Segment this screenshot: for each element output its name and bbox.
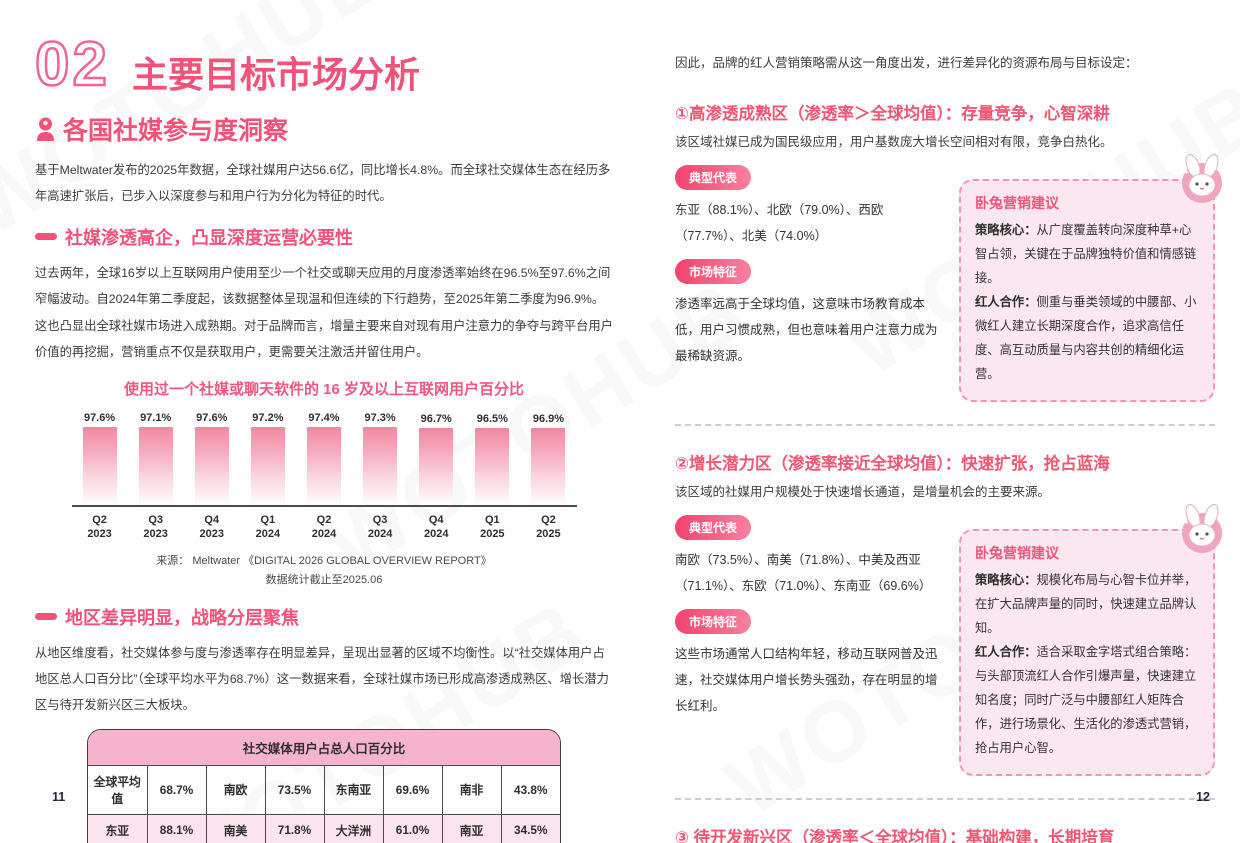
table-cell: 全球平均值	[88, 764, 148, 815]
bar-chart-bars: 97.6% 97.1% 97.6% 97.2% 97.4% 97.3% 96.7% 96.5%…	[71, 409, 577, 507]
section-mature-zone: ①高渗透成熟区（渗透率＞全球均值）：存量竞争，心智深耕 该区域社媒已成为国民级应…	[675, 100, 1222, 402]
chart-source: 来源： Meltwater 《DIGITAL 2026 GLOBAL OVERV…	[156, 555, 492, 586]
dash-bullet-icon	[35, 613, 57, 621]
section-emerging-zone: ③ 待开发新兴区（渗透率＜全球均值）：基础构建，长期培育 该区域社媒渗透率仍有较…	[675, 824, 1215, 843]
section-header: 各国社媒参与度洞察	[35, 111, 613, 147]
rabbit-bust-icon	[37, 117, 54, 141]
intro-paragraph: 基于Meltwater发布的2025年数据，全球社媒用户达56.6亿，同比增长4…	[35, 162, 611, 204]
table-title: 社交媒体用户占总人口百分比	[88, 729, 560, 766]
page-number-left: 11	[52, 790, 66, 804]
section-growth-zone: ②增长潜力区（渗透率接近全球均值）：快速扩张，抢占蓝海 该区域的社媒用户规模处于…	[675, 450, 1222, 776]
table-cell: 南亚	[441, 813, 502, 843]
x-tick-label: Q1 2024	[255, 513, 281, 541]
x-tick-label: Q2 2023	[87, 513, 112, 541]
table-cell: 东亚	[88, 813, 148, 843]
x-tick-label: Q3 2024	[367, 513, 393, 541]
section-2-heading: ②增长潜力区（渗透率接近全球均值）：快速扩张，抢占蓝海	[675, 454, 1110, 473]
svg-text:✦: ✦	[1183, 518, 1190, 527]
badge-typical-representatives: 典型代表	[675, 165, 752, 190]
section-3-heading: ③ 待开发新兴区（渗透率＜全球均值）：基础构建，长期培育	[675, 828, 1115, 843]
page-right: 因此，品牌的红人营销策略需从这一角度出发，进行差异化的资源布局与目标设定： ①高…	[675, 52, 1222, 843]
region-table: 社交媒体用户占总人口百分比 全球平均值 68.7% 南欧 73.5% 东南亚 69.6% 南…	[87, 728, 561, 843]
chapter-header: 02 主要目标市场分析	[34, 30, 613, 99]
x-tick-label: Q1 2025	[480, 513, 505, 541]
bar: 97.6%	[72, 412, 128, 505]
page-left: 02 主要目标市场分析 各国社媒参与度洞察 基于Meltwater发布的2025…	[34, 30, 613, 843]
subsection-1-body: 过去两年，全球16岁以上互联网用户使用至少一个社交或聊天应用的月度渗透率始终在9…	[35, 265, 613, 360]
table-row: 东亚 88.1% 南美 71.8% 大洋洲 61.0% 南亚 34.5%	[88, 813, 560, 843]
section-2-features: 这些市场通常人口结构年轻，移动互联网普及迅速，社交媒体用户增长势头强劲，存在明显…	[675, 647, 938, 713]
advice-title: 卧兔营销建议	[975, 195, 1059, 211]
chapter-title: 主要目标市场分析	[131, 54, 420, 96]
x-tick-label: Q2 2024	[311, 513, 337, 541]
x-tick-label: Q2 2025	[536, 513, 561, 541]
x-tick-label: Q3 2023	[143, 513, 168, 541]
table-cell: 大洋洲	[323, 813, 384, 843]
subsection-2-heading: 地区差异明显，战略分层聚焦	[35, 604, 613, 630]
subsection-2-body: 从地区维度看，社交媒体参与度与渗透率存在明显差异，呈现出显著的区域不均衡性。以“…	[35, 645, 609, 713]
bar-chart-xlabels: Q2 2023 Q3 2023 Q4 2023 Q1 2024 Q2 2024 Q3 2024 Q4 20…	[72, 513, 577, 543]
section-2-representatives: 南欧（73.5%）、南美（71.8%）、中美及西亚（71.1%）、东欧（71.0…	[675, 553, 932, 593]
bar: 97.6%	[184, 412, 240, 505]
table-cell: 43.8%	[500, 764, 560, 815]
svg-text:✦: ✦	[1183, 168, 1190, 177]
section-1-features: 渗透率远高于全球均值，这意味市场教育成本低，用户习惯成熟，但也意味着用户注意力成…	[675, 297, 938, 363]
table-cell: 34.5%	[500, 813, 560, 843]
x-tick-label: Q4 2023	[199, 513, 225, 541]
table-cell: 南欧	[205, 764, 266, 815]
section-2-desc: 该区域的社媒用户规模处于快速增长通道，是增量机会的主要来源。	[675, 484, 1051, 499]
dash-bullet-icon	[35, 233, 57, 241]
subsection-1-heading: 社媒渗透高企，凸显深度运营必要性	[35, 224, 613, 250]
advice-box-1: 卧兔营销建议 策略核心：从广度覆盖转向深度种草+心智占领，关键在于品牌独特价值和…	[959, 179, 1215, 402]
section-1-desc: 该区域社媒已成为国民级应用，用户基数庞大增长空间相对有限，竞争白热化。	[675, 134, 1113, 149]
rabbit-mascot-icon: ✦	[1177, 503, 1225, 560]
chart-title: 使用过一个社媒或聊天软件的 16 岁及以上互联网用户百分比	[123, 380, 525, 398]
rabbit-mascot-icon: ✦	[1177, 153, 1225, 210]
section-1-heading: ①高渗透成熟区（渗透率＞全球均值）：存量竞争，心智深耕	[675, 104, 1110, 123]
section-1-representatives: 东亚（88.1%）、北欧（79.0%）、西欧（77.7%）、北美（74.0%）	[675, 203, 884, 243]
bar: 97.1%	[128, 412, 184, 505]
x-tick-label: Q4 2024	[423, 513, 449, 541]
bar: 97.3%	[352, 412, 408, 505]
bar: 97.2%	[240, 412, 296, 505]
badge-typical-representatives: 典型代表	[675, 515, 752, 541]
table-cell: 69.6%	[382, 764, 443, 815]
badge-market-features: 市场特征	[675, 259, 752, 285]
bar: 96.5%	[464, 413, 520, 505]
table-cell: 南美	[205, 813, 266, 843]
bar: 96.9%	[520, 413, 576, 505]
table-cell: 88.1%	[146, 813, 207, 843]
table-cell: 68.7%	[146, 764, 207, 815]
section-title: 各国社媒参与度洞察	[63, 116, 289, 145]
bar-chart: 97.6% 97.1% 97.6% 97.2% 97.4% 97.3% 96.7% 96.5%…	[71, 409, 577, 590]
right-intro: 因此，品牌的红人营销策略需从这一角度出发，进行差异化的资源布局与目标设定：	[675, 56, 1138, 70]
table-cell: 73.5%	[264, 764, 325, 815]
advice-box-2: 卧兔营销建议 策略核心：规模化布局与心智卡位并举，在扩大品牌声量的同时，快速建立…	[959, 529, 1215, 776]
page-number-right: 12	[1196, 790, 1210, 804]
table-row: 全球平均值 68.7% 南欧 73.5% 东南亚 69.6% 南非 43.8%	[88, 764, 560, 815]
table-cell: 71.8%	[264, 813, 325, 843]
region-table-body: 全球平均值 68.7% 南欧 73.5% 东南亚 69.6% 南非 43.8% 东亚 88.1% 南…	[88, 764, 560, 843]
bar: 96.7%	[408, 413, 464, 505]
dashed-divider	[675, 423, 1215, 426]
dashed-divider	[675, 797, 1215, 800]
table-cell: 61.0%	[382, 813, 443, 843]
badge-market-features: 市场特征	[675, 609, 752, 635]
chapter-number: 02	[34, 30, 110, 99]
bar: 97.4%	[296, 412, 352, 505]
table-cell: 南非	[441, 764, 502, 815]
advice-title: 卧兔营销建议	[975, 545, 1059, 562]
table-cell: 东南亚	[323, 764, 384, 815]
